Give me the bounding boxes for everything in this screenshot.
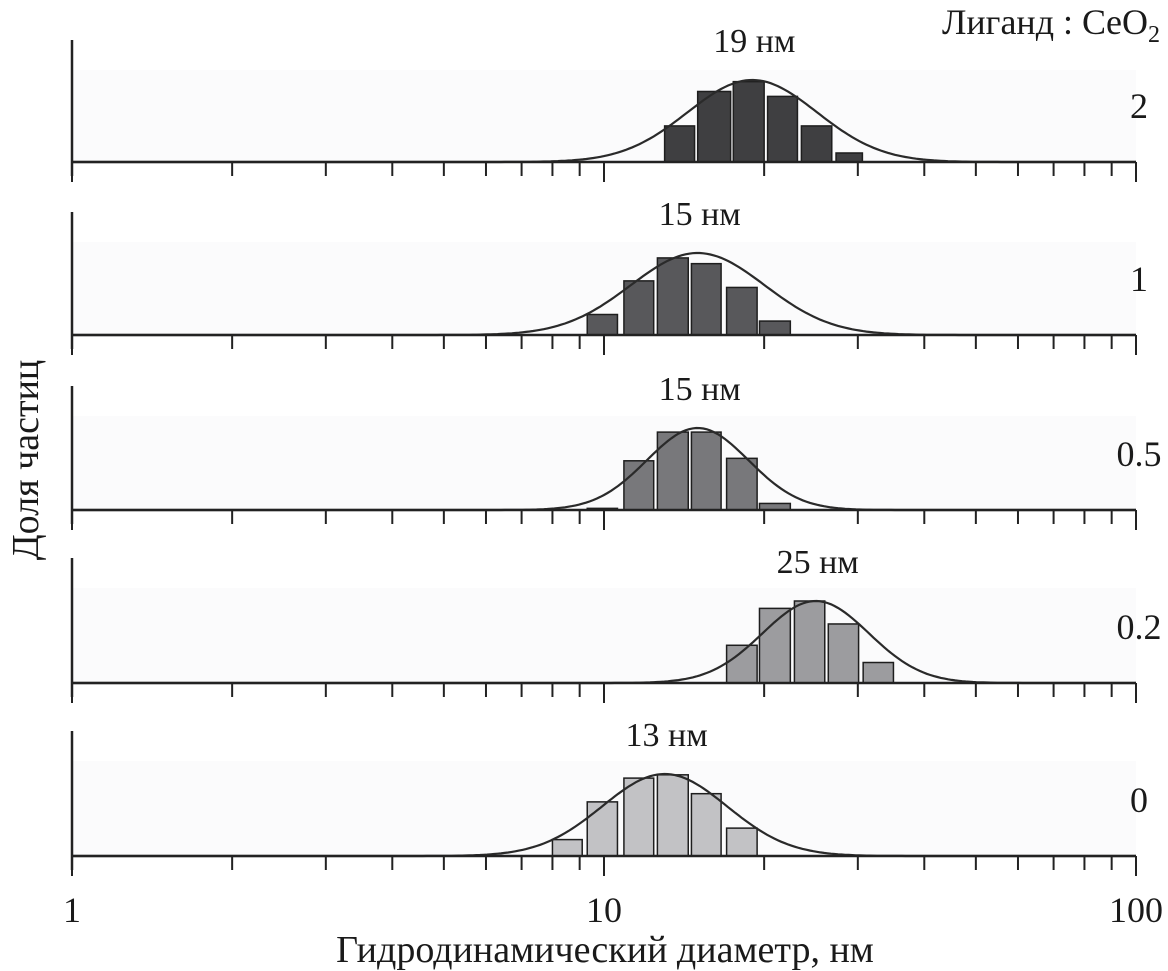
ligand-ratio-label: 0 [1130, 780, 1148, 820]
panel-5: 13 нм 0 [70, 717, 1148, 876]
legend-title-main: Лиганд : CeO [942, 2, 1148, 42]
histogram-bar [758, 607, 792, 684]
histogram-bar [793, 600, 826, 684]
panel-2: 15 нм 1 [70, 196, 1148, 355]
histogram-bar [758, 320, 792, 336]
peak-label: 15 нм [659, 371, 741, 408]
histogram-bar [586, 313, 619, 336]
histogram-bar [690, 262, 722, 336]
histogram-bar [656, 431, 689, 511]
histogram-bar [766, 95, 799, 163]
panel-background [72, 588, 1136, 683]
panel-4: 25 нм 0.2 [70, 544, 1162, 703]
histogram-bar [800, 125, 833, 163]
panel-background [72, 70, 1136, 162]
peak-label: 19 нм [713, 23, 795, 60]
x-tick-label-100: 100 [1109, 890, 1163, 930]
histogram-bar [725, 286, 758, 336]
peak-label: 15 нм [659, 196, 741, 233]
histogram-bar [862, 661, 895, 684]
y-axis-label: Доля частиц [5, 360, 47, 560]
peak-label: 25 нм [777, 544, 859, 581]
histogram-bar [690, 792, 722, 857]
peak-label: 13 нм [626, 717, 708, 754]
histogram-bar [551, 838, 583, 857]
histogram-bar [623, 777, 655, 857]
histogram-bar [656, 774, 689, 857]
histogram-bar [586, 801, 619, 857]
x-tick-label-1: 1 [63, 890, 81, 930]
ligand-ratio-label: 0.2 [1117, 607, 1162, 647]
histogram-bar [663, 125, 696, 163]
x-tick-label-10: 10 [586, 890, 622, 930]
histogram-bar [725, 457, 758, 511]
ligand-ratio-label: 0.5 [1117, 434, 1162, 474]
histogram-bar [623, 280, 655, 336]
histogram-bar [732, 80, 765, 163]
histogram-bar [690, 431, 722, 511]
histogram-bar [725, 827, 758, 857]
x-axis-label: Гидродинамический диаметр, нм [336, 929, 874, 971]
legend-title: Лиганд : CeO2 [942, 2, 1160, 48]
panel-1: 19 нм 2 [70, 23, 1148, 182]
panels-layer: 19 нм 2 15 нм 1 15 нм 0.5 25 нм 0.2 13 нм 0 [70, 23, 1162, 876]
ligand-ratio-label: 1 [1130, 259, 1148, 299]
panel-3: 15 нм 0.5 [70, 371, 1162, 530]
histogram-bar [656, 257, 689, 336]
histogram-bar [835, 152, 864, 163]
ligand-ratio-label: 2 [1130, 86, 1148, 126]
histogram-bar [827, 623, 860, 684]
legend-title-subscript: 2 [1148, 22, 1160, 48]
